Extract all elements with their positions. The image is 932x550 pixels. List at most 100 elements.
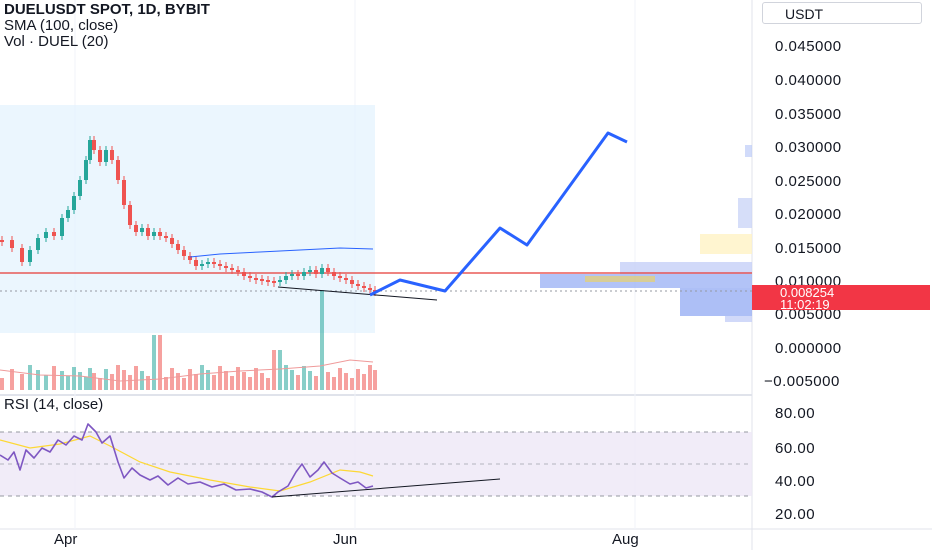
- candle-body: [296, 274, 300, 276]
- candle-body: [110, 150, 114, 160]
- volume-bar: [242, 372, 246, 390]
- currency-button[interactable]: USDT: [762, 2, 922, 24]
- candle-body: [28, 250, 32, 262]
- candle-body: [52, 232, 56, 236]
- price-trend-line[interactable]: [277, 286, 438, 301]
- rsi-ma-line: [0, 435, 374, 492]
- time-axis-label: Apr: [54, 531, 78, 548]
- volume-bar: [182, 378, 186, 390]
- candle-body: [98, 150, 102, 162]
- volume-bar: [84, 377, 88, 390]
- candle-body: [128, 205, 132, 225]
- candle-body: [260, 279, 264, 281]
- time-axis-label: Aug: [612, 531, 639, 548]
- candle-body: [326, 268, 330, 272]
- candle-body: [308, 270, 312, 272]
- volume-bar: [224, 371, 228, 390]
- candle-body: [72, 196, 76, 210]
- rsi-trend-line[interactable]: [271, 478, 501, 498]
- candle-body: [78, 180, 82, 196]
- volume-bar: [200, 365, 204, 390]
- volume-bar: [266, 378, 270, 390]
- volume-bar: [66, 376, 70, 390]
- volume-bar: [194, 374, 198, 390]
- price-axis-label: 0.020000: [775, 206, 842, 223]
- rsi-axis-label: 40.00: [775, 473, 816, 490]
- candle-body: [302, 272, 306, 276]
- candle-body: [60, 218, 64, 236]
- volume-bar: [20, 374, 24, 390]
- candle-body: [92, 140, 96, 150]
- volume-bar: [116, 365, 120, 390]
- candle-body: [368, 288, 372, 290]
- volume-bar: [314, 376, 318, 390]
- volume-bar: [170, 368, 174, 390]
- price-axis-label: 0.040000: [775, 72, 842, 89]
- projection-path[interactable]: [369, 131, 628, 297]
- price-axis-label: 0.000000: [775, 340, 842, 357]
- candle-body: [140, 228, 144, 232]
- candle-body: [146, 228, 150, 236]
- volume-bar: [152, 335, 156, 390]
- candle-body: [254, 278, 258, 280]
- volume-ma-line: [0, 359, 374, 382]
- sma-legend[interactable]: SMA (100, close): [4, 17, 119, 34]
- candle-body: [212, 262, 216, 264]
- candle-body: [248, 276, 252, 278]
- candle-body: [122, 180, 126, 205]
- price-axis-label: 0.035000: [775, 106, 842, 123]
- rsi-axis-label: 60.00: [775, 440, 816, 457]
- volume-bar: [260, 373, 264, 390]
- volume-bar: [176, 373, 180, 390]
- volume-bars: [0, 290, 377, 390]
- candle-body: [170, 238, 174, 244]
- candlesticks: [0, 136, 377, 296]
- candle-body: [182, 250, 186, 256]
- volume-bar: [60, 371, 64, 390]
- candle-body: [66, 210, 70, 218]
- candle-body: [278, 280, 282, 282]
- price-axis-label: 0.030000: [775, 139, 842, 156]
- volume-bar: [236, 367, 240, 390]
- candle-body: [44, 232, 48, 238]
- rsi-line: [0, 423, 374, 498]
- candle-body: [200, 264, 204, 266]
- highlight-box[interactable]: [0, 105, 375, 333]
- candle-body: [236, 270, 240, 272]
- volume-bar: [350, 378, 354, 390]
- candle-body: [194, 260, 198, 266]
- volume-bar: [88, 368, 92, 390]
- candle-body: [272, 281, 276, 283]
- candle-body: [116, 160, 120, 180]
- symbol-title[interactable]: DUELUSDT SPOT, 1D, BYBIT: [4, 1, 210, 18]
- current-price-tag: 0.008254 11:02:19: [752, 285, 930, 311]
- candle-body: [134, 225, 138, 232]
- sma-line: [189, 247, 374, 258]
- volume-bar: [212, 375, 216, 390]
- candle-body: [320, 268, 324, 274]
- volume-bar: [36, 370, 40, 390]
- volume-legend[interactable]: Vol · DUEL (20): [4, 33, 109, 50]
- rsi-legend[interactable]: RSI (14, close): [4, 396, 104, 413]
- price-axis-label: −0.005000: [764, 373, 840, 390]
- candle-body: [158, 232, 162, 236]
- rsi-axis-label: 20.00: [775, 506, 816, 523]
- candle-body: [176, 244, 180, 250]
- candle-body: [338, 276, 342, 278]
- current-price-value: 0.008254: [780, 285, 835, 300]
- volume-bar: [356, 369, 360, 390]
- candle-body: [362, 286, 366, 288]
- volume-bar: [308, 371, 312, 390]
- candle-body: [332, 272, 336, 276]
- volume-bar: [92, 373, 96, 390]
- volume-bar: [284, 365, 288, 390]
- candle-body: [224, 266, 228, 268]
- price-axis-label: 0.025000: [775, 173, 842, 190]
- candle-body: [152, 232, 156, 236]
- rsi-axis-label: 80.00: [775, 405, 816, 422]
- volume-bar: [373, 370, 377, 390]
- volume-bar: [164, 377, 168, 390]
- volume-bar: [302, 366, 306, 390]
- volume-bar: [332, 377, 336, 390]
